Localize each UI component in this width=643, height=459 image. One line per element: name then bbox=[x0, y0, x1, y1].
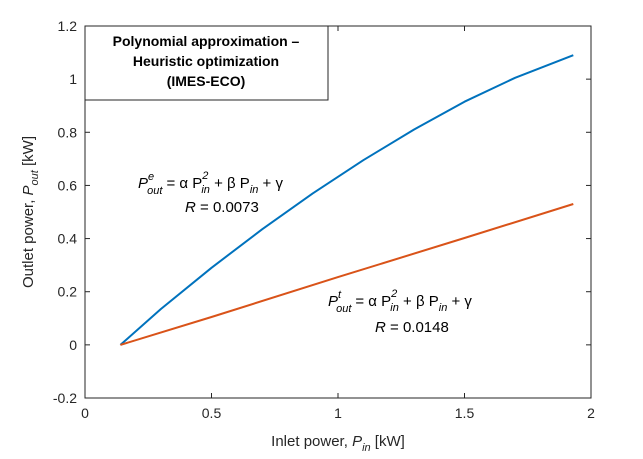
y-tick-label: 0.6 bbox=[58, 177, 78, 193]
y-tick-label: 0.8 bbox=[58, 124, 78, 140]
x-tick-label: 0.5 bbox=[202, 405, 222, 421]
thermal-r-value: R = 0.0148 bbox=[375, 319, 449, 336]
thermal-equation-text: Pt out = α P2 in + β Pin + γ bbox=[328, 288, 472, 315]
chart-title-line-2: Heuristic optimization bbox=[133, 53, 279, 69]
x-tick-label: 1.5 bbox=[455, 405, 475, 421]
chart-title-line-1: Polynomial approximation – bbox=[113, 33, 300, 49]
y-tick-label: 0 bbox=[69, 337, 77, 353]
x-tick-label: 1 bbox=[334, 405, 342, 421]
chart-title-box: Polynomial approximation – Heuristic opt… bbox=[84, 25, 329, 101]
x-tick-label: 2 bbox=[587, 405, 595, 421]
y-axis-ticks: -0.2 0 0.2 0.4 0.6 0.8 1 1.2 bbox=[53, 18, 591, 406]
series-layer bbox=[119, 54, 574, 346]
thermal-equation-annotation: Pt out = α P2 in + β Pin + γ R = 0.0148 bbox=[328, 288, 472, 336]
y-axis-label: Outlet power, Pout [kW] bbox=[20, 136, 41, 288]
electric-equation-annotation: Pe out = α P2 in + β Pin + γ R = 0.0073 bbox=[138, 170, 283, 216]
chart-title-line-3: (IMES-ECO) bbox=[167, 73, 246, 89]
electric-equation-text: Pe out = α P2 in + β Pin + γ bbox=[138, 170, 283, 197]
y-tick-label: 1 bbox=[69, 71, 77, 87]
series-line-1 bbox=[119, 54, 574, 346]
y-tick-label: 1.2 bbox=[58, 18, 78, 34]
x-tick-label: 0 bbox=[81, 405, 89, 421]
y-tick-label: -0.2 bbox=[53, 390, 77, 406]
series-line-2 bbox=[120, 203, 574, 346]
y-tick-label: 0.4 bbox=[58, 231, 78, 247]
x-axis-label: Inlet power, Pin [kW] bbox=[271, 433, 405, 454]
y-tick-label: 0.2 bbox=[58, 284, 78, 300]
title-box-border bbox=[84, 25, 329, 101]
electric-r-value: R = 0.0073 bbox=[185, 199, 259, 216]
